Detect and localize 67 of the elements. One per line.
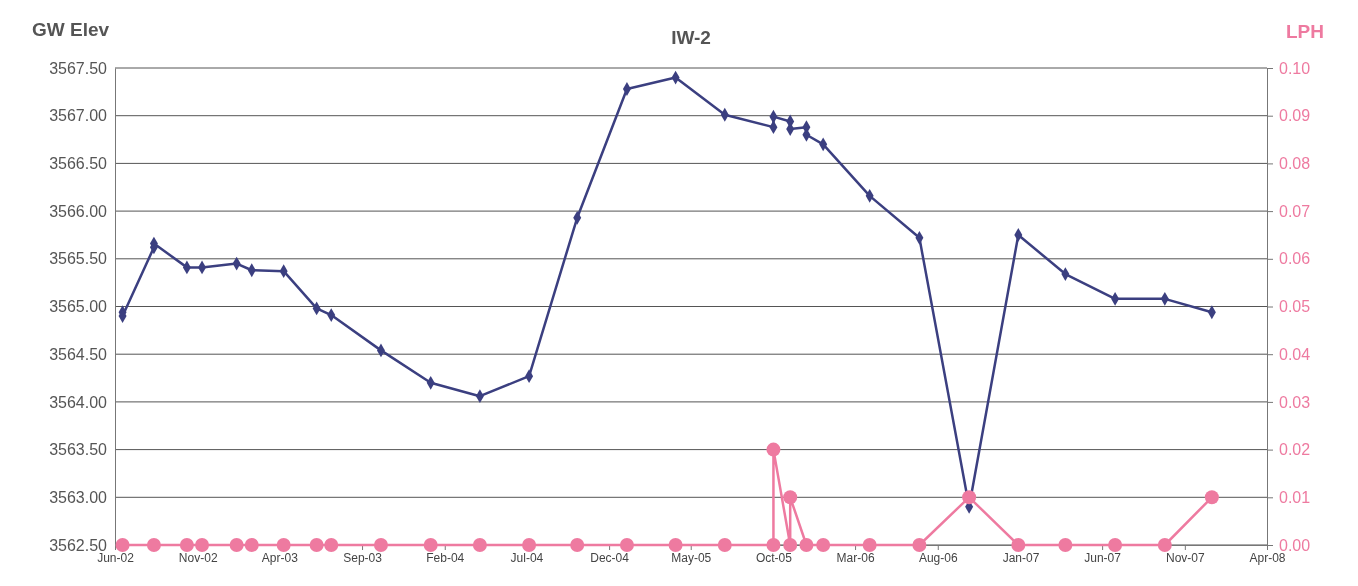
point bbox=[912, 538, 927, 552]
x-tick-label: Aug-06 bbox=[918, 550, 958, 565]
point bbox=[1011, 538, 1026, 552]
y2-tick-label: 0.06 bbox=[1279, 250, 1311, 268]
point bbox=[276, 538, 291, 552]
y-tick-label: 3566.00 bbox=[49, 202, 108, 220]
y-tick-label: 3566.50 bbox=[49, 155, 108, 173]
y-tick-label: 3564.00 bbox=[49, 393, 108, 411]
point bbox=[799, 538, 814, 552]
y-tick-label: 3563.50 bbox=[49, 441, 108, 459]
y2-tick-label: 0.10 bbox=[1279, 59, 1311, 77]
point bbox=[816, 538, 831, 552]
point bbox=[309, 538, 324, 552]
y2-tick-label: 0.09 bbox=[1279, 107, 1311, 125]
point bbox=[717, 538, 732, 552]
point bbox=[783, 490, 798, 505]
y-tick-label: 3567.00 bbox=[49, 107, 108, 125]
point bbox=[179, 538, 194, 552]
y2-tick-label: 0.08 bbox=[1279, 155, 1311, 173]
point bbox=[115, 538, 130, 552]
y-tick-label: 3567.50 bbox=[49, 59, 108, 77]
y2-tick-label: 0.05 bbox=[1279, 298, 1311, 316]
x-tick-label: Jan-07 bbox=[1002, 550, 1040, 565]
point bbox=[1157, 538, 1172, 552]
y2-tick-label: 0.01 bbox=[1279, 488, 1311, 506]
point bbox=[766, 442, 781, 457]
point bbox=[146, 538, 161, 552]
y2-axis-title: LPH bbox=[1286, 21, 1324, 42]
x-tick-label: Jun-07 bbox=[1084, 550, 1122, 565]
point bbox=[619, 538, 634, 552]
point bbox=[423, 538, 438, 552]
point bbox=[1204, 490, 1219, 505]
point bbox=[229, 538, 244, 552]
point bbox=[668, 538, 683, 552]
x-tick-label: Jul-04 bbox=[510, 550, 544, 565]
x-tick-label: Nov-07 bbox=[1165, 550, 1205, 565]
point bbox=[570, 538, 585, 552]
x-tick-label: Mar-06 bbox=[836, 550, 875, 565]
point bbox=[472, 538, 487, 552]
point bbox=[1058, 538, 1073, 552]
chart-title: IW-2 bbox=[671, 27, 711, 48]
point bbox=[766, 538, 781, 552]
x-tick-label: Dec-04 bbox=[590, 550, 630, 565]
point bbox=[862, 538, 877, 552]
point bbox=[195, 538, 210, 552]
point bbox=[324, 538, 339, 552]
x-tick-label: Feb-04 bbox=[426, 550, 465, 565]
point bbox=[1108, 538, 1123, 552]
point bbox=[783, 538, 798, 552]
x-tick-label: May-05 bbox=[671, 550, 712, 565]
x-tick-label: Sep-03 bbox=[343, 550, 383, 565]
point bbox=[373, 538, 388, 552]
x-tick-label: Apr-03 bbox=[261, 550, 299, 565]
y-tick-label: 3564.50 bbox=[49, 345, 108, 363]
y-tick-label: 3565.50 bbox=[49, 250, 108, 268]
y2-tick-label: 0.02 bbox=[1279, 441, 1311, 459]
y-tick-label: 3565.00 bbox=[49, 298, 108, 316]
y2-tick-label: 0.04 bbox=[1279, 345, 1311, 363]
y2-tick-label: 0.03 bbox=[1279, 393, 1311, 411]
point bbox=[244, 538, 259, 552]
y-tick-label: 3563.00 bbox=[49, 488, 108, 506]
point bbox=[962, 490, 977, 505]
point bbox=[522, 538, 537, 552]
y2-tick-label: 0.07 bbox=[1279, 202, 1311, 220]
x-tick-label: Oct-05 bbox=[755, 550, 793, 565]
x-tick-label: Nov-02 bbox=[178, 550, 218, 565]
y-axis-title: GW Elev bbox=[32, 19, 110, 40]
